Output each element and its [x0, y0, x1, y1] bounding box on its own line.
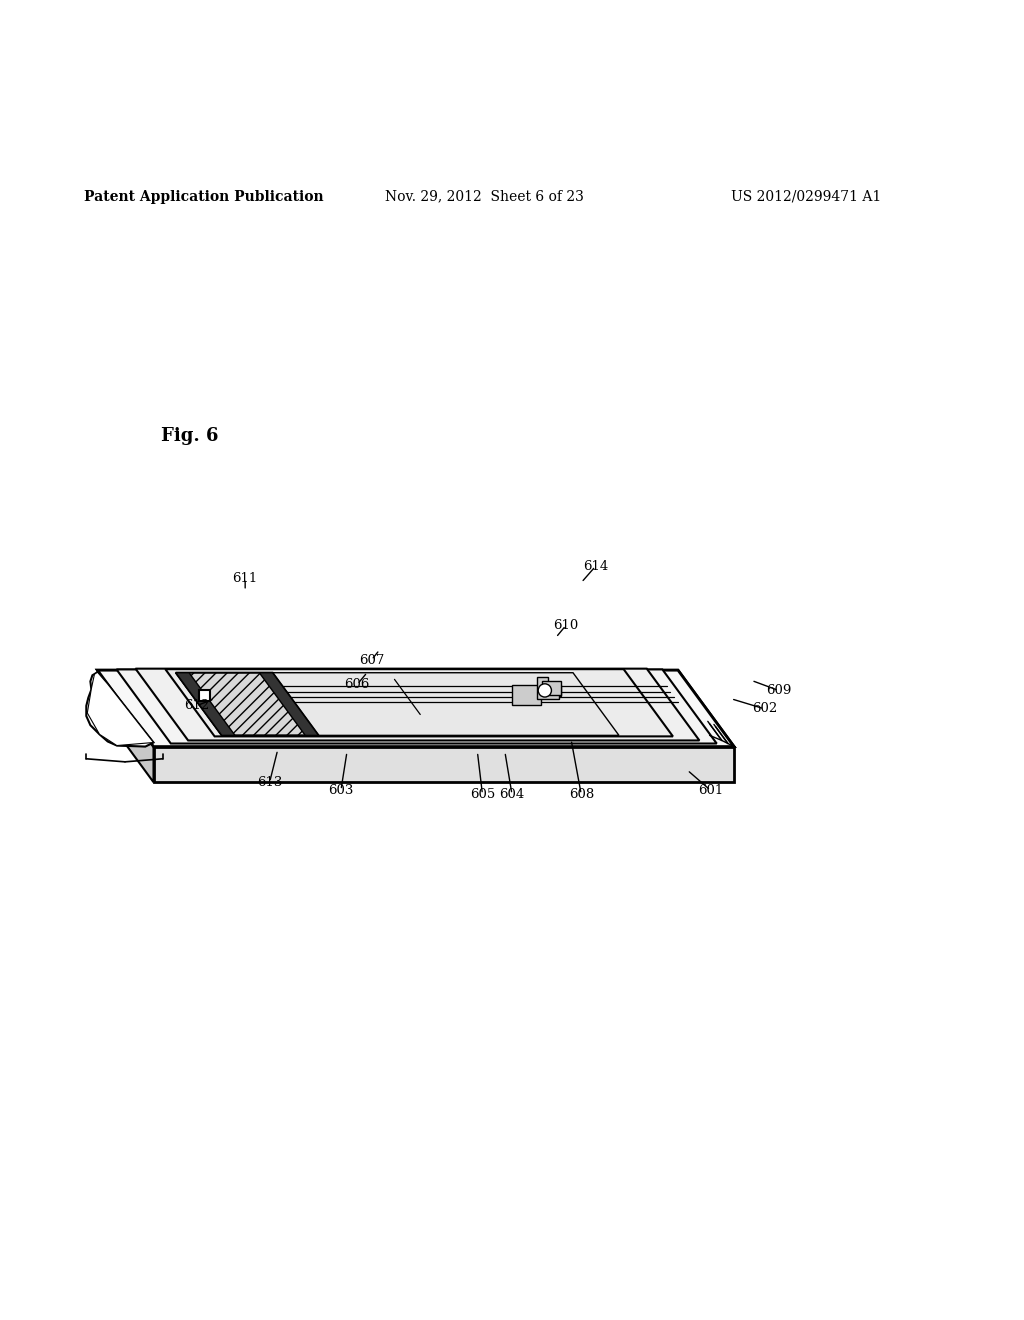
Text: 608: 608	[568, 788, 594, 801]
Polygon shape	[154, 747, 734, 783]
Text: 613: 613	[257, 776, 283, 789]
Text: 602: 602	[752, 702, 777, 715]
Text: 612: 612	[183, 700, 209, 713]
Polygon shape	[87, 672, 154, 746]
Polygon shape	[176, 673, 234, 735]
Text: Patent Application Publication: Patent Application Publication	[84, 190, 324, 203]
Text: 607: 607	[358, 653, 384, 667]
Text: US 2012/0299471 A1: US 2012/0299471 A1	[731, 190, 882, 203]
Polygon shape	[117, 669, 717, 743]
Text: 610: 610	[553, 619, 579, 632]
Polygon shape	[135, 669, 699, 741]
Text: 604: 604	[500, 788, 524, 801]
Polygon shape	[88, 678, 154, 747]
Text: 611: 611	[232, 572, 258, 585]
Text: 609: 609	[766, 684, 792, 697]
Polygon shape	[259, 673, 318, 735]
Circle shape	[539, 684, 552, 697]
Text: 614: 614	[583, 560, 608, 573]
Text: 601: 601	[698, 784, 723, 797]
Text: Nov. 29, 2012  Sheet 6 of 23: Nov. 29, 2012 Sheet 6 of 23	[385, 190, 584, 203]
Bar	[199, 690, 210, 701]
Polygon shape	[86, 672, 154, 747]
Polygon shape	[176, 673, 618, 735]
Polygon shape	[97, 671, 734, 747]
Polygon shape	[165, 669, 673, 737]
Bar	[542, 681, 561, 694]
Polygon shape	[176, 673, 318, 735]
Text: 605: 605	[470, 788, 495, 801]
Polygon shape	[512, 685, 561, 705]
Polygon shape	[537, 677, 559, 700]
Polygon shape	[97, 671, 734, 747]
Text: Fig. 6: Fig. 6	[161, 426, 218, 445]
Text: 603: 603	[329, 784, 353, 797]
Polygon shape	[97, 671, 154, 783]
Text: 606: 606	[344, 678, 370, 690]
